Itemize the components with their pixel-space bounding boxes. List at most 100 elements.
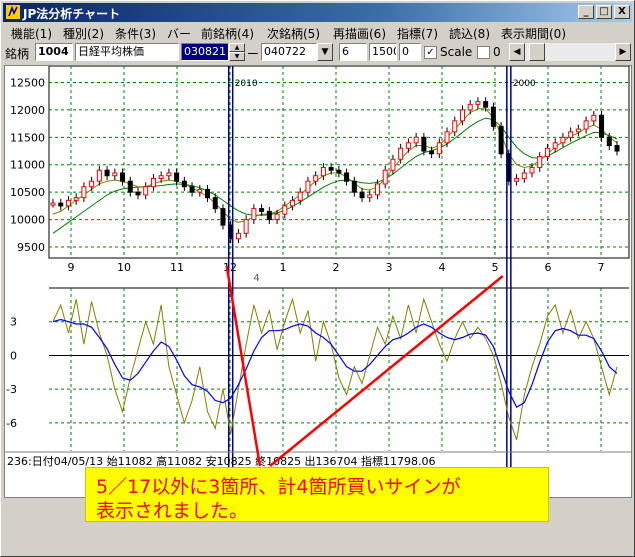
spin-up-button[interactable]: ▲: [229, 43, 245, 52]
menu-bar-item[interactable]: バー: [167, 27, 192, 41]
candle-up: [514, 177, 520, 182]
candle-down: [599, 114, 605, 138]
status-line: 236:日付04/05/13 始11082 高11082 安10825 終108…: [7, 454, 436, 468]
menu-function[interactable]: 機能(1): [11, 27, 52, 41]
candle-up: [89, 180, 95, 188]
candle-down: [351, 180, 357, 193]
menu-next-ticker[interactable]: 次銘柄(5): [267, 27, 320, 41]
candle-down: [490, 106, 496, 127]
option-checkbox[interactable]: [477, 46, 490, 59]
candle-up: [398, 147, 404, 160]
candle-up: [251, 208, 257, 221]
candle-up: [197, 188, 203, 193]
candle-up: [452, 120, 458, 133]
month-tick-label: 9: [68, 261, 75, 274]
candle-up: [591, 114, 597, 122]
maximize-button[interactable]: □: [596, 5, 612, 19]
candle-up: [158, 175, 164, 179]
candle-up: [568, 131, 574, 138]
menu-condition[interactable]: 条件(3): [115, 27, 156, 41]
minimize-button[interactable]: _: [578, 5, 594, 19]
candle-down: [104, 169, 110, 177]
price-tick-label: 11000: [10, 159, 45, 172]
candle-up: [150, 177, 156, 188]
candle-up: [382, 169, 388, 185]
candle-up: [290, 199, 296, 207]
menu-bar: 機能(1) 種別(2) 条件(3) バー 前銘柄(4) 次銘柄(5) 再描画(6…: [3, 23, 632, 41]
toolbar: 銘柄 1004 日経平均株価 030821 ▲ ▼ ー 040722 ▼ 6 1…: [3, 41, 632, 63]
candle-up: [529, 166, 535, 174]
close-button[interactable]: X: [614, 5, 630, 19]
menu-display-period[interactable]: 表示期間(0): [501, 27, 566, 41]
name-field[interactable]: 日経平均株価: [75, 43, 179, 61]
price-tick-label: 12000: [10, 104, 45, 117]
candle-down: [220, 208, 226, 226]
period-field[interactable]: 6: [339, 43, 367, 61]
month-tick-label: 1: [280, 261, 287, 274]
candle-up: [143, 186, 149, 196]
osc-tick-label: 0: [10, 349, 17, 362]
candle-down: [429, 150, 435, 155]
candle-down: [483, 101, 489, 108]
scale-checkbox[interactable]: ✓: [424, 46, 437, 59]
candle-down: [266, 210, 272, 221]
candle-down: [336, 169, 342, 174]
annotation-arrow: [225, 265, 262, 467]
candle-down: [328, 166, 334, 171]
menu-indicator[interactable]: 指標(7): [397, 27, 438, 41]
month-tick-label: 11: [170, 261, 184, 274]
signal-label: 2000: [513, 79, 536, 89]
candle-down: [212, 197, 218, 210]
candle-up: [475, 101, 481, 105]
scroll-track[interactable]: [525, 43, 617, 61]
code-field[interactable]: 1004: [35, 43, 73, 61]
date-to-field[interactable]: 040722: [261, 43, 317, 61]
price-tick-label: 10000: [10, 214, 45, 227]
month-tick-label: 5: [492, 261, 499, 274]
candle-down: [135, 191, 141, 196]
chart-area[interactable]: 12500 12000 11500 11000 10500 10000 9500 9 10 11 1…: [4, 65, 632, 498]
candle-down: [259, 208, 265, 212]
menu-redraw[interactable]: 再描画(6): [333, 27, 386, 41]
scale-label: Scale: [440, 45, 473, 59]
title-bar[interactable]: JP法分析チャート _ □ X: [3, 3, 632, 22]
candle-up: [467, 103, 473, 111]
scroll-left-button[interactable]: ◀: [509, 43, 525, 61]
candle-up: [390, 158, 396, 171]
spin-down-button[interactable]: ▼: [229, 52, 245, 61]
value1-field[interactable]: 1500: [369, 43, 397, 61]
value2-field[interactable]: 0: [399, 43, 421, 61]
price-tick-label: 10500: [10, 186, 45, 199]
month-tick-label: 10: [117, 261, 131, 274]
candle-up: [374, 183, 380, 196]
date-from-field[interactable]: 030821: [181, 43, 229, 61]
annotation-arrow: [269, 275, 504, 467]
month-tick-label: 2: [333, 261, 340, 274]
osc-tick-label: -3: [6, 383, 17, 396]
year-tick-label: 4: [253, 273, 259, 284]
candle-up: [166, 172, 172, 177]
candle-down: [205, 188, 211, 199]
candle-up: [367, 194, 373, 199]
scroll-right-button[interactable]: ▶: [615, 43, 631, 61]
candle-up: [243, 219, 249, 234]
date-to-dropdown[interactable]: ▼: [317, 43, 333, 61]
osc-tick-label: -6: [6, 417, 17, 430]
price-tick-label: 11500: [10, 131, 45, 144]
candle-up: [521, 172, 527, 179]
candle-up: [405, 142, 411, 149]
candle-up: [575, 128, 581, 133]
candle-up: [544, 147, 550, 158]
osc-fast-line: [52, 297, 618, 440]
candle-up: [313, 175, 319, 182]
candle-up: [413, 136, 419, 144]
scroll-thumb[interactable]: [529, 43, 545, 61]
month-tick-label: 12: [223, 261, 237, 274]
menu-prev-ticker[interactable]: 前銘柄(4): [201, 27, 254, 41]
app-icon: [6, 5, 20, 19]
candle-down: [344, 172, 350, 182]
menu-type[interactable]: 種別(2): [63, 27, 104, 41]
menu-load[interactable]: 読込(8): [449, 27, 490, 41]
